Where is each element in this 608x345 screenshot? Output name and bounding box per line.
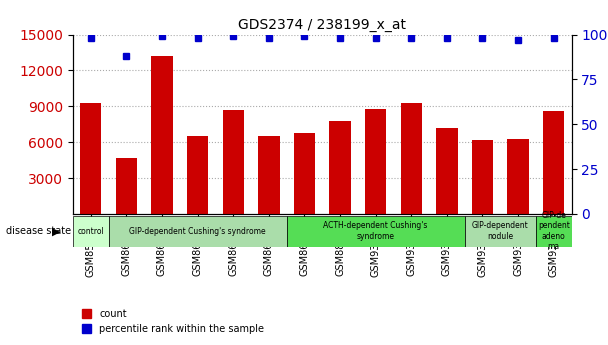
Bar <box>365 109 386 214</box>
Bar <box>536 216 572 247</box>
Text: disease state: disease state <box>6 226 71 236</box>
Text: control: control <box>77 227 104 236</box>
Bar <box>543 111 564 214</box>
Bar <box>294 132 315 214</box>
Bar <box>436 128 458 214</box>
Bar <box>80 103 102 214</box>
Bar <box>151 56 173 214</box>
Text: GIP-de
pendent
adeno
ma: GIP-de pendent adeno ma <box>538 211 570 251</box>
Bar <box>508 139 529 214</box>
Bar <box>465 216 536 247</box>
Bar <box>187 136 209 214</box>
Bar <box>223 110 244 214</box>
Bar <box>472 140 493 214</box>
Text: ▶: ▶ <box>52 226 60 236</box>
Bar <box>109 216 286 247</box>
Legend: count, percentile rank within the sample: count, percentile rank within the sample <box>78 305 268 338</box>
Bar <box>258 136 280 214</box>
Bar <box>286 216 465 247</box>
Bar <box>116 158 137 214</box>
Bar <box>330 121 351 214</box>
Text: ACTH-dependent Cushing's
syndrome: ACTH-dependent Cushing's syndrome <box>323 221 428 241</box>
Text: GIP-dependent
nodule: GIP-dependent nodule <box>472 221 529 241</box>
Text: GIP-dependent Cushing's syndrome: GIP-dependent Cushing's syndrome <box>130 227 266 236</box>
Bar <box>401 103 422 214</box>
Bar <box>73 216 109 247</box>
Title: GDS2374 / 238199_x_at: GDS2374 / 238199_x_at <box>238 18 406 32</box>
